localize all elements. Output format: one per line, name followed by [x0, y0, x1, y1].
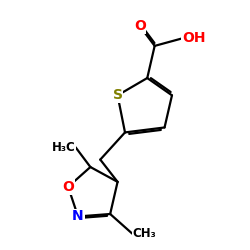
Text: N: N [72, 210, 84, 224]
Text: CH₃: CH₃ [132, 227, 156, 240]
Text: O: O [62, 180, 74, 194]
Text: H₃C: H₃C [52, 141, 76, 154]
Text: O: O [134, 19, 146, 33]
Text: OH: OH [182, 32, 205, 46]
Text: S: S [112, 88, 122, 102]
